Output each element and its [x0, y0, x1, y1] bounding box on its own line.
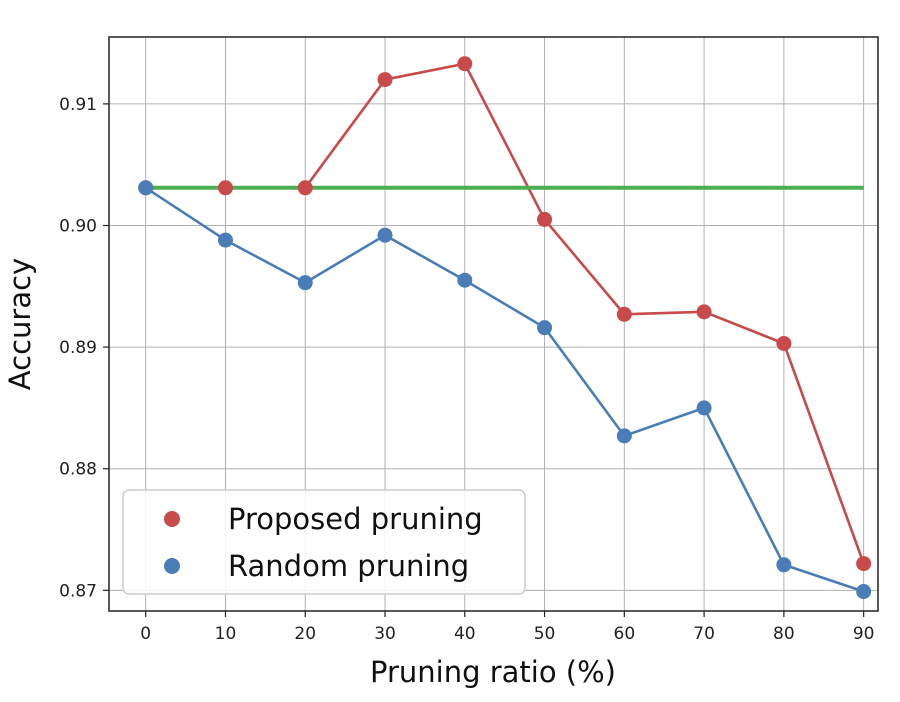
data-point-1-70 [696, 400, 712, 416]
data-point-0-20 [297, 180, 313, 196]
data-point-1-10 [217, 232, 233, 248]
legend-marker-random [164, 558, 180, 574]
x-tick-label: 50 [534, 624, 556, 644]
data-point-0-60 [616, 306, 632, 322]
y-tick-label: 0.89 [59, 338, 97, 358]
data-point-1-20 [297, 275, 313, 291]
data-point-0-90 [856, 556, 872, 572]
data-point-1-90 [856, 584, 872, 600]
y-tick-label: 0.91 [59, 95, 97, 115]
x-tick-label: 40 [454, 624, 476, 644]
series-line-1 [144, 186, 865, 593]
data-point-0-10 [217, 180, 233, 196]
legend-label-random: Random pruning [228, 549, 469, 583]
x-tick-label: 20 [294, 624, 316, 644]
legend-marker-proposed [164, 511, 180, 527]
x-tick-label: 60 [614, 624, 636, 644]
y-tick-label: 0.90 [59, 216, 97, 236]
x-axis-title: Pruning ratio (%) [370, 655, 616, 689]
series-layer [138, 56, 872, 600]
data-point-1-60 [616, 428, 632, 444]
data-point-0-30 [377, 72, 393, 88]
x-tick-label: 90 [853, 624, 875, 644]
data-point-0-70 [696, 304, 712, 320]
plot-frame [108, 36, 879, 612]
data-point-0-40 [457, 56, 473, 72]
data-point-0-80 [776, 335, 792, 351]
data-point-0-50 [537, 211, 553, 227]
data-point-1-0 [138, 180, 154, 196]
x-tick-label: 0 [140, 624, 151, 644]
data-point-1-30 [377, 227, 393, 243]
data-point-1-50 [537, 320, 553, 336]
y-tick-label: 0.88 [59, 460, 97, 480]
legend-label-proposed: Proposed pruning [228, 502, 483, 536]
data-point-1-80 [776, 557, 792, 573]
y-axis-title: Accuracy [3, 258, 37, 390]
x-tick-label: 10 [215, 624, 237, 644]
x-tick-label: 30 [374, 624, 396, 644]
x-tick-label: 80 [773, 624, 795, 644]
axis-ticks: 0 10 20 30 40 50 60 70 80 90 0.87 0.88 0.89 0.90 0.91 [59, 95, 874, 644]
legend-box [122, 489, 526, 595]
data-point-1-40 [457, 272, 473, 288]
y-tick-label: 0.87 [59, 581, 97, 601]
x-tick-label: 70 [693, 624, 715, 644]
legend: Proposed pruning Random pruning [122, 489, 526, 595]
